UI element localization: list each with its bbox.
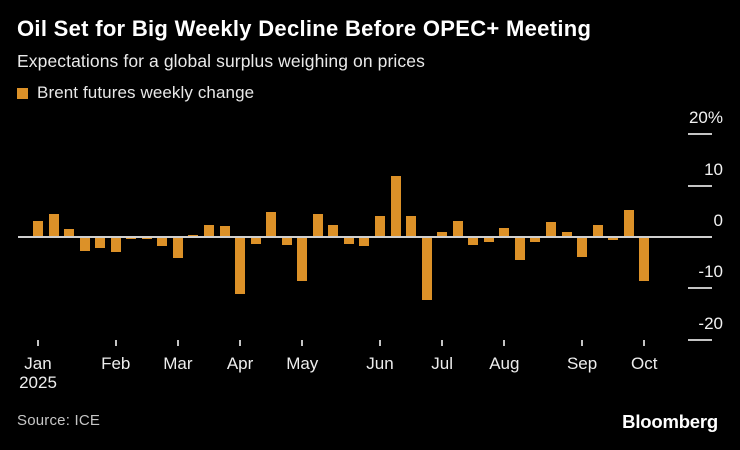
bar <box>312 213 323 237</box>
x-tick <box>37 340 39 346</box>
legend: Brent futures weekly change <box>17 83 255 102</box>
bar <box>250 237 261 244</box>
bar <box>343 237 354 244</box>
bar <box>437 231 448 237</box>
bar <box>514 237 525 261</box>
bar <box>483 237 494 243</box>
x-tick <box>441 340 444 346</box>
bar <box>157 237 168 247</box>
y-tick-label: -20 <box>698 313 723 333</box>
bar <box>359 237 370 246</box>
x-tick <box>114 340 117 346</box>
bar <box>639 237 650 282</box>
month-label: Jan <box>24 354 52 373</box>
x-axis-line <box>18 235 712 238</box>
x-tick <box>176 340 179 346</box>
bar <box>79 237 90 251</box>
bar <box>48 213 59 237</box>
bar <box>623 210 634 237</box>
x-tick <box>301 340 304 346</box>
y-tick-label: -10 <box>698 262 723 282</box>
y-tick-label: 10 <box>704 159 723 179</box>
y-tick <box>688 338 712 341</box>
y-tick <box>688 184 712 187</box>
bar <box>110 237 121 252</box>
bar <box>328 224 339 237</box>
bar <box>468 237 479 246</box>
x-tick <box>239 340 242 346</box>
month-label: Sep <box>566 354 598 373</box>
month-label: Feb <box>101 354 131 373</box>
bar <box>64 229 75 237</box>
bar <box>203 225 214 237</box>
bar <box>545 222 556 237</box>
legend-label: Brent futures weekly change <box>37 83 255 102</box>
bar <box>126 237 137 240</box>
month-label: Apr <box>226 354 254 373</box>
y-tick <box>688 287 712 290</box>
x-tick <box>643 340 646 346</box>
bar <box>281 237 292 245</box>
month-label: Jun <box>366 354 394 373</box>
y-tick-label: 0 <box>713 211 723 230</box>
bar <box>608 237 619 240</box>
legend-swatch-icon <box>17 87 28 99</box>
month-label: May <box>286 354 319 373</box>
month-label: Aug <box>489 354 520 373</box>
bar <box>297 237 308 282</box>
x-tick <box>503 340 506 346</box>
x-tick <box>581 340 584 346</box>
page-title: Oil Set for Big Weekly Decline Before OP… <box>17 16 592 41</box>
bar <box>95 237 106 249</box>
bar <box>374 215 385 237</box>
bar <box>452 221 463 237</box>
bar <box>406 216 417 237</box>
bar <box>592 225 603 237</box>
y-tick <box>688 133 712 136</box>
bar <box>561 231 572 237</box>
bar <box>577 237 588 257</box>
bar <box>421 237 432 301</box>
bar <box>33 221 43 237</box>
chart-subtitle: Expectations for a global surplus weighi… <box>17 51 425 71</box>
bar <box>530 237 541 243</box>
month-label: Jul <box>431 354 454 373</box>
source-label: Source: ICE <box>17 412 101 429</box>
bloomberg-logo: Bloomberg <box>622 411 718 432</box>
y-tick-label: 20% <box>688 108 723 128</box>
bar <box>141 237 152 240</box>
bar <box>390 175 401 237</box>
x-tick <box>378 340 381 346</box>
month-label: Mar <box>163 354 193 373</box>
bar <box>266 211 277 237</box>
year-label: 2025 <box>19 373 57 392</box>
bar <box>499 227 510 237</box>
bar <box>219 226 230 237</box>
bar <box>235 237 246 295</box>
bar <box>172 237 183 258</box>
month-label: Oct <box>631 354 658 373</box>
